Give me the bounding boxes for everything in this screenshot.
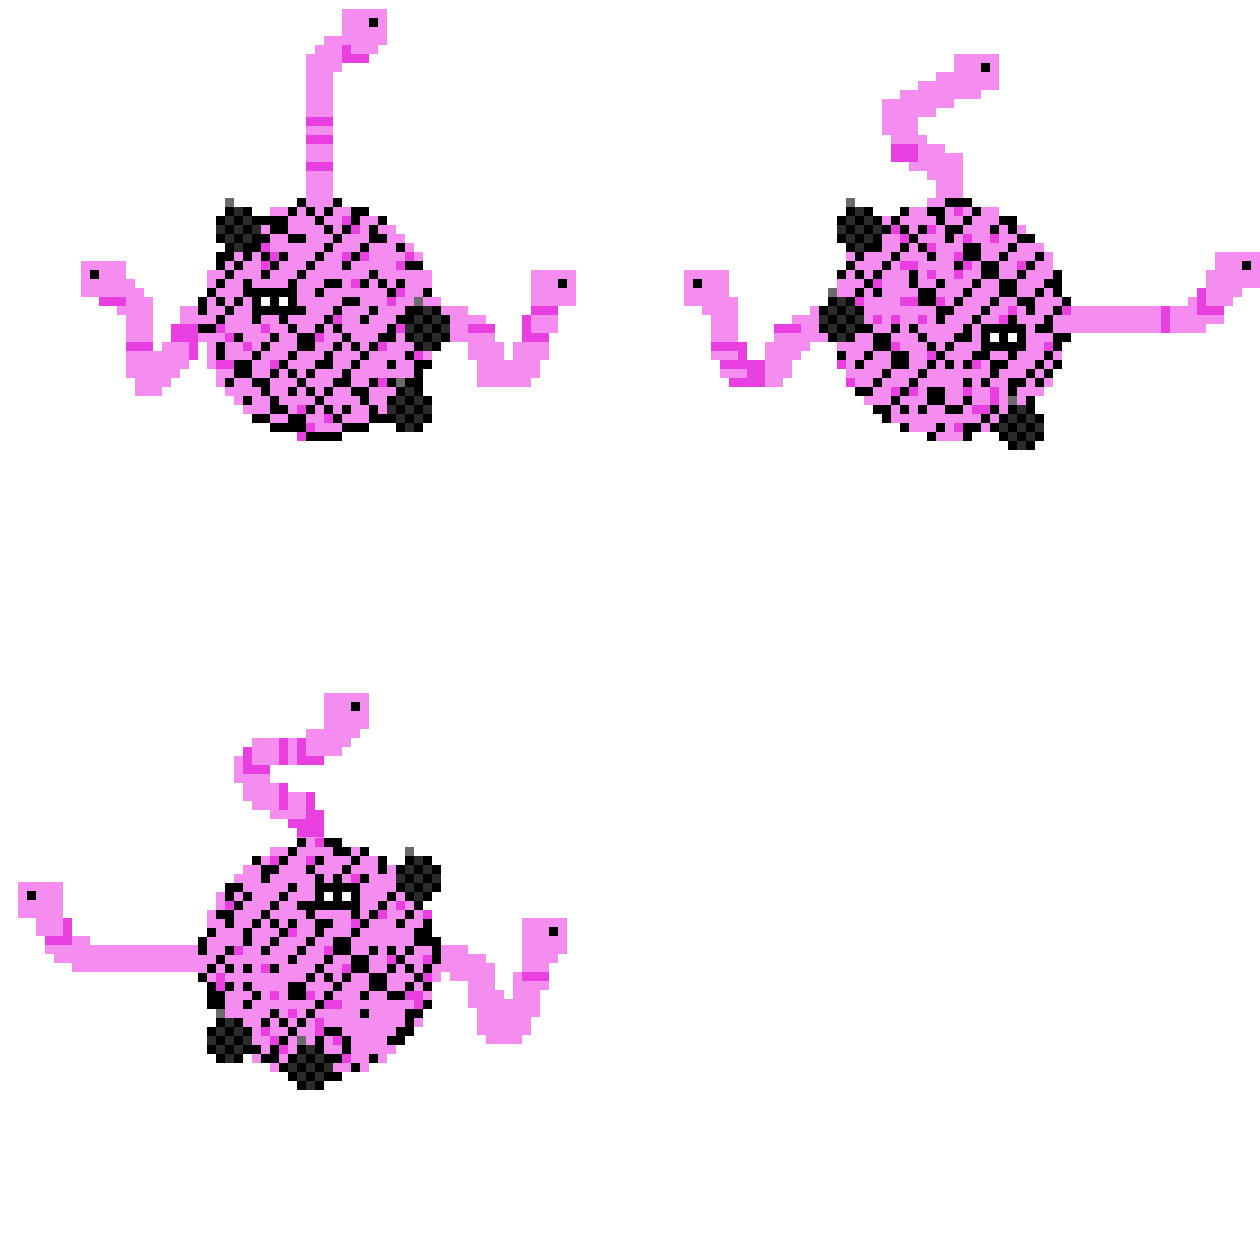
worm-eye (981, 63, 990, 72)
spiky-patch (216, 198, 261, 252)
yarn-worm-creature-frame-1 (81, 9, 576, 441)
worm-head (522, 918, 567, 954)
worm-eye (27, 891, 36, 900)
creature-eyes (252, 288, 297, 315)
worm-tentacle (234, 693, 369, 846)
spiky-patch (207, 1009, 252, 1063)
worm-eye (558, 279, 567, 288)
yarn-ball-body (819, 198, 1071, 450)
spiky-patch (819, 288, 864, 342)
worm-head (81, 261, 126, 297)
worm-head (954, 54, 999, 90)
worm-head (18, 882, 63, 918)
worm-head (531, 270, 576, 306)
yarn-ball-body (198, 198, 450, 441)
worm-head (342, 9, 387, 45)
worm-eye (549, 927, 558, 936)
spiky-patch (405, 297, 450, 351)
worm-tentacle (441, 918, 567, 1044)
eye-highlight (1008, 333, 1017, 342)
worm-eye (1242, 261, 1251, 270)
worm-eye (369, 18, 378, 27)
worm-tentacle (306, 9, 387, 198)
creature-eyes (981, 324, 1026, 351)
eye-highlight (342, 892, 351, 901)
worm-tentacle (441, 270, 576, 387)
creature-eyes (315, 883, 360, 910)
spiky-patch (288, 1036, 333, 1090)
worm-head (684, 270, 729, 306)
worm-tentacle (18, 882, 207, 972)
eye-highlight (279, 297, 288, 306)
yarn-ball-body (198, 838, 441, 1090)
worm-eye (90, 270, 99, 279)
worm-tentacle (882, 54, 999, 216)
worm-head (1215, 252, 1260, 288)
worm-eye (351, 702, 360, 711)
eye-highlight (324, 892, 333, 901)
worm-eye (693, 279, 702, 288)
eye-highlight (261, 297, 270, 306)
yarn-worm-creature-frame-2 (684, 54, 1260, 450)
worm-head (324, 693, 369, 729)
spiky-patch (396, 847, 441, 901)
spiky-patch (999, 396, 1044, 450)
yarn-worm-creature-frame-3 (18, 693, 567, 1090)
spiky-patch (387, 378, 432, 432)
spiky-patch (837, 198, 882, 252)
eye-highlight (990, 333, 999, 342)
